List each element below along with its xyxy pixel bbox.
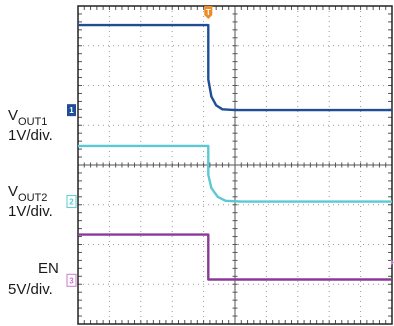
trigger-shape	[204, 6, 213, 19]
marker-number: 3	[69, 276, 74, 285]
traces	[78, 23, 392, 281]
channel-3-marker: 3	[66, 273, 77, 287]
plot-frame	[77, 5, 393, 325]
ch3-label: EN	[38, 260, 59, 277]
trigger-label: T	[206, 8, 211, 17]
right-level-arrow	[391, 259, 394, 266]
trace-ch1	[78, 23, 392, 112]
marker-box	[67, 104, 76, 117]
ch1-label: VOUT1	[8, 107, 47, 128]
ch3-scale: 5V/div.	[8, 281, 53, 298]
ch1-scale: 1V/div.	[8, 127, 53, 144]
channel-markers: 1 2 3 T	[66, 6, 394, 287]
trace-ch2	[78, 144, 392, 203]
channel-1-marker: 1	[67, 104, 76, 117]
marker-number: 1	[69, 106, 74, 115]
marker-box	[66, 273, 77, 287]
channel-2-marker: 2	[66, 195, 77, 209]
trace-ch3	[78, 233, 392, 281]
grid	[77, 5, 393, 325]
marker-box	[66, 195, 77, 209]
ch2-scale: 1V/div.	[8, 203, 53, 220]
trigger-marker: T	[204, 6, 213, 19]
channel-labels: VOUT1 1V/div. VOUT2 1V/div. EN 5V/div.	[8, 107, 59, 298]
ch2-label: VOUT2	[8, 183, 47, 204]
marker-number: 2	[69, 198, 74, 207]
